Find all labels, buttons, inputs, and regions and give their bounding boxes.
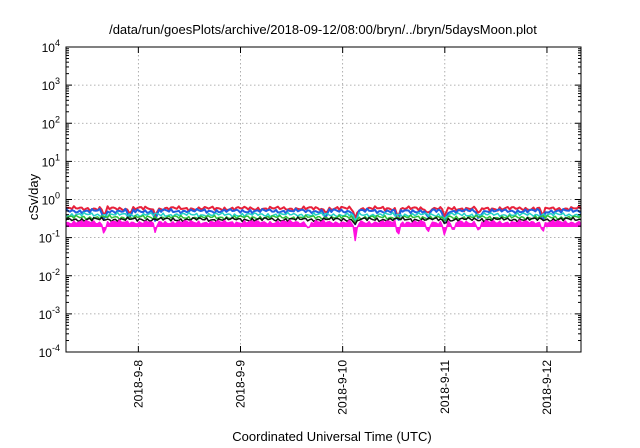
y-tick-base: 10	[39, 346, 53, 360]
series-line	[65, 207, 582, 226]
series-line	[65, 211, 582, 221]
y-tick-exponent: 2	[55, 114, 60, 124]
series-line	[65, 216, 582, 225]
x-tick-label: 2018-9-11	[438, 360, 452, 414]
grid	[66, 47, 581, 352]
series-fill	[66, 220, 581, 241]
y-tick-label: 102	[42, 114, 60, 131]
chart-title: /data/run/goesPlots/archive/2018-09-12/0…	[109, 22, 537, 37]
y-axis-title: cSv/day	[26, 173, 41, 220]
x-tick-label: 2018-9-10	[336, 360, 350, 415]
y-tick-label: 10-3	[39, 305, 60, 322]
y-tick-label: 104	[42, 38, 60, 55]
y-tick-exponent: 3	[55, 76, 60, 86]
x-tick-label: 2018-9-12	[540, 360, 554, 415]
y-tick-exponent: -2	[52, 267, 60, 277]
y-tick-label: 100	[42, 191, 60, 208]
y-tick-exponent: -4	[52, 343, 60, 353]
y-tick-label: 103	[42, 76, 60, 93]
series-layer	[65, 205, 582, 242]
y-tick-base: 10	[42, 155, 56, 169]
y-tick-label: 10-4	[39, 343, 60, 360]
y-tick-exponent: 4	[55, 38, 60, 48]
y-tick-base: 10	[39, 308, 53, 322]
y-tick-label: 101	[42, 152, 60, 169]
y-tick-exponent: -1	[52, 229, 60, 239]
y-tick-exponent: -3	[52, 305, 60, 315]
y-tick-label: 10-2	[39, 267, 60, 284]
x-tick-label: 2018-9-9	[234, 360, 248, 408]
series-line	[65, 205, 582, 220]
y-tick-base: 10	[42, 194, 56, 208]
y-tick-base: 10	[39, 232, 53, 246]
y-tick-exponent: 0	[55, 191, 60, 201]
y-tick-label: 10-1	[39, 229, 60, 246]
x-axis-title: Coordinated Universal Time (UTC)	[232, 429, 431, 444]
y-tick-base: 10	[42, 79, 56, 93]
y-tick-base: 10	[39, 270, 53, 284]
y-tick-base: 10	[42, 117, 56, 131]
y-tick-base: 10	[42, 41, 56, 55]
series-line	[65, 219, 582, 242]
x-tick-label: 2018-9-8	[131, 360, 145, 408]
y-tick-exponent: 1	[55, 152, 60, 162]
